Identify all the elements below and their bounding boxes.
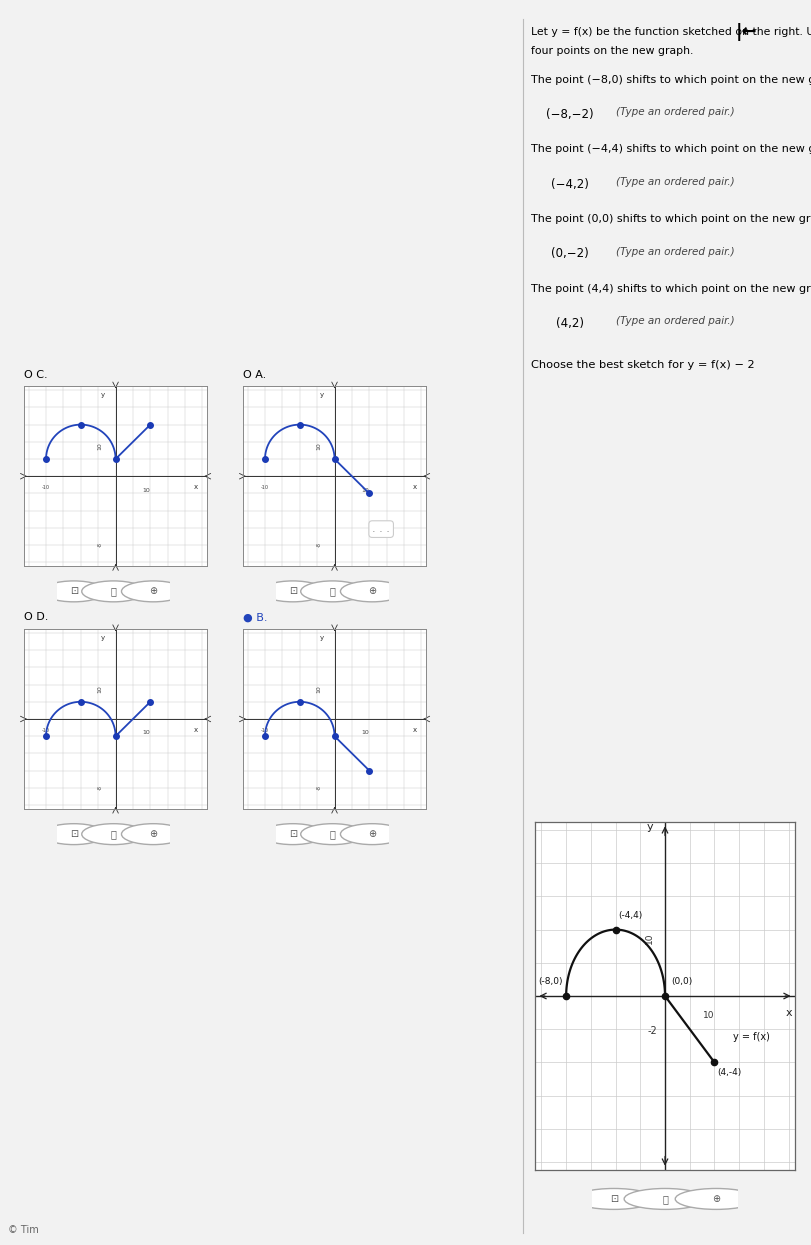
Text: (Type an ordered pair.): (Type an ordered pair.) [616, 316, 735, 326]
Text: (−4,2): (−4,2) [551, 178, 589, 190]
Text: The point (−8,0) shifts to which point on the new graph?: The point (−8,0) shifts to which point o… [531, 75, 811, 85]
Text: x: x [413, 727, 417, 733]
Text: -10: -10 [42, 486, 50, 491]
Text: (4,2): (4,2) [556, 317, 584, 330]
Text: -8: -8 [97, 543, 102, 548]
Text: (0,−2): (0,−2) [551, 248, 589, 260]
Text: ⊡: ⊡ [70, 586, 78, 596]
Text: 🔍: 🔍 [110, 586, 117, 596]
Text: Let y = f(x) be the function sketched on the right. Use this graph to sketch the: Let y = f(x) be the function sketched on… [531, 27, 811, 37]
Circle shape [82, 581, 145, 601]
Text: Choose the best sketch for y = f(x) − 2: Choose the best sketch for y = f(x) − 2 [531, 360, 755, 370]
Text: y: y [320, 392, 324, 398]
Circle shape [341, 581, 404, 601]
Text: The point (−4,4) shifts to which point on the new graph?: The point (−4,4) shifts to which point o… [531, 144, 811, 154]
Text: -8: -8 [316, 543, 321, 548]
Circle shape [42, 581, 105, 601]
Text: (-8,0): (-8,0) [538, 977, 563, 986]
Text: -8: -8 [316, 786, 321, 791]
Circle shape [573, 1189, 654, 1209]
Text: |←: |← [736, 24, 757, 41]
Text: ⊕: ⊕ [368, 586, 376, 596]
Text: (Type an ordered pair.): (Type an ordered pair.) [616, 177, 735, 187]
Circle shape [261, 824, 324, 844]
Text: y: y [320, 635, 324, 641]
Text: . . .: . . . [372, 524, 390, 534]
Text: 10: 10 [361, 488, 369, 493]
Text: 10: 10 [361, 731, 369, 736]
Text: 10: 10 [702, 1011, 714, 1020]
Circle shape [341, 824, 404, 844]
Text: y: y [647, 822, 654, 832]
Text: 10: 10 [142, 731, 150, 736]
Text: 🔍: 🔍 [110, 829, 117, 839]
Text: ⊡: ⊡ [289, 586, 297, 596]
Text: x: x [413, 484, 417, 491]
Circle shape [82, 824, 145, 844]
Text: 🔍: 🔍 [662, 1194, 668, 1204]
Text: The point (4,4) shifts to which point on the new graph?: The point (4,4) shifts to which point on… [531, 284, 811, 294]
Circle shape [301, 581, 364, 601]
Text: O A.: O A. [243, 370, 267, 380]
Text: ⊕: ⊕ [368, 829, 376, 839]
Text: y: y [101, 392, 105, 398]
Text: (0,0): (0,0) [672, 977, 693, 986]
Text: ⊕: ⊕ [149, 829, 157, 839]
Text: 10: 10 [316, 685, 321, 692]
Text: (Type an ordered pair.): (Type an ordered pair.) [616, 107, 735, 117]
Text: (4,-4): (4,-4) [717, 1068, 741, 1077]
Text: 🔍: 🔍 [329, 829, 336, 839]
Circle shape [42, 824, 105, 844]
Text: 🔍: 🔍 [329, 586, 336, 596]
Text: x: x [194, 727, 198, 733]
Text: ⊡: ⊡ [610, 1194, 618, 1204]
Text: (−8,−2): (−8,−2) [546, 108, 594, 121]
Text: 10: 10 [645, 933, 654, 944]
Circle shape [261, 581, 324, 601]
Text: 10: 10 [316, 442, 321, 449]
Text: ⊡: ⊡ [289, 829, 297, 839]
Text: © Tim: © Tim [8, 1225, 39, 1235]
Text: four points on the new graph.: four points on the new graph. [531, 46, 693, 56]
Text: x: x [194, 484, 198, 491]
Circle shape [122, 581, 185, 601]
Text: O D.: O D. [24, 613, 49, 622]
Circle shape [122, 824, 185, 844]
Text: ⊡: ⊡ [70, 829, 78, 839]
Circle shape [676, 1189, 757, 1209]
Text: -10: -10 [261, 728, 269, 733]
Text: -10: -10 [42, 728, 50, 733]
Text: (Type an ordered pair.): (Type an ordered pair.) [616, 247, 735, 256]
Text: y = f(x): y = f(x) [733, 1032, 770, 1042]
Text: -8: -8 [97, 786, 102, 791]
Text: ⊕: ⊕ [149, 586, 157, 596]
Text: x: x [785, 1008, 792, 1018]
Circle shape [301, 824, 364, 844]
Text: 10: 10 [142, 488, 150, 493]
Text: y: y [101, 635, 105, 641]
Text: 10: 10 [97, 685, 102, 692]
Circle shape [624, 1189, 706, 1209]
Text: ● B.: ● B. [243, 613, 268, 622]
Text: 10: 10 [97, 442, 102, 449]
Text: -10: -10 [261, 486, 269, 491]
Text: (-4,4): (-4,4) [618, 910, 642, 920]
Text: O C.: O C. [24, 370, 48, 380]
Text: -2: -2 [648, 1026, 658, 1036]
Text: ⊕: ⊕ [712, 1194, 720, 1204]
Text: The point (0,0) shifts to which point on the new graph?: The point (0,0) shifts to which point on… [531, 214, 811, 224]
